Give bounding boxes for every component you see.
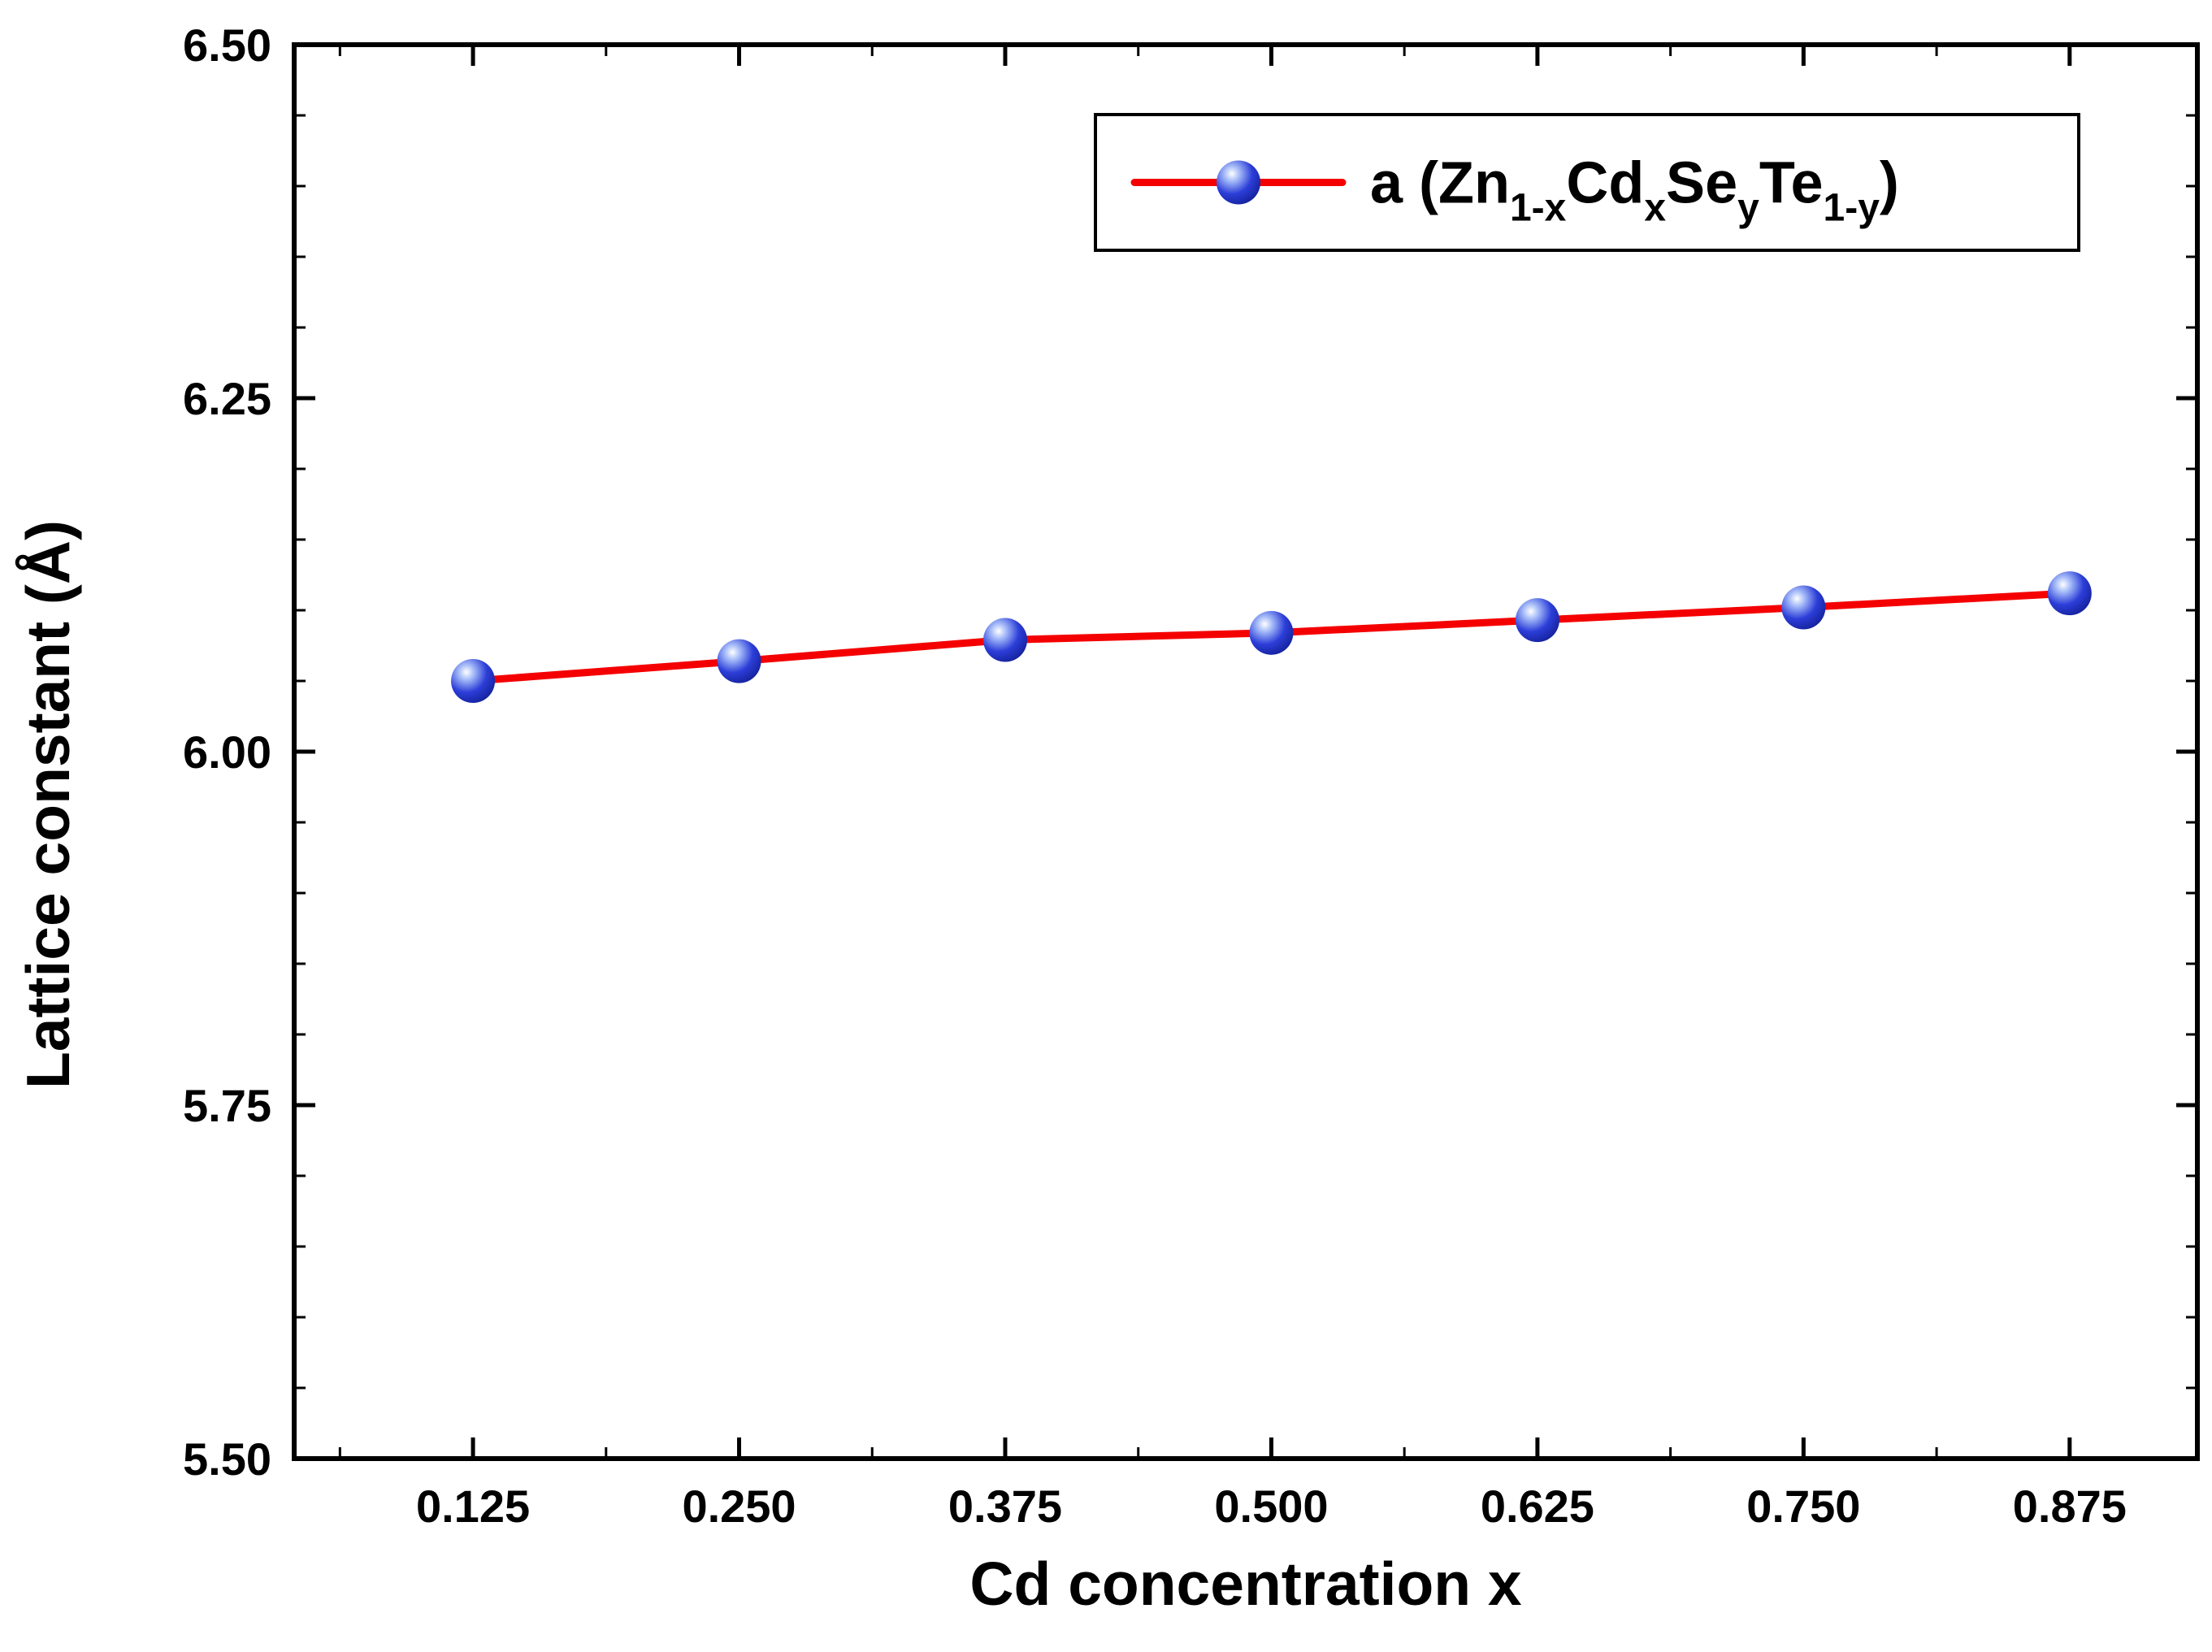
data-point bbox=[451, 659, 496, 703]
y-tick-label: 6.50 bbox=[183, 20, 271, 71]
x-tick-label: 0.125 bbox=[416, 1481, 530, 1532]
x-tick-label: 0.750 bbox=[1746, 1481, 1860, 1532]
legend-label-subscript: x bbox=[1644, 187, 1666, 230]
x-tick-label: 0.375 bbox=[948, 1481, 1062, 1532]
data-point bbox=[717, 639, 761, 683]
y-tick-label: 5.50 bbox=[183, 1433, 271, 1485]
x-tick-label: 0.875 bbox=[2013, 1481, 2127, 1532]
y-tick-label: 6.00 bbox=[183, 726, 271, 778]
legend-label-text: a (Zn bbox=[1370, 151, 1510, 216]
legend-label-subscript: 1-x bbox=[1510, 187, 1567, 230]
data-series bbox=[451, 571, 2092, 703]
x-axis-label: Cd concentration x bbox=[969, 1550, 1522, 1618]
legend-label-subscript: y bbox=[1737, 187, 1759, 230]
x-tick-label: 0.250 bbox=[682, 1481, 796, 1532]
plot-frame bbox=[292, 42, 2200, 1461]
legend-label: a (Zn1-xCdxSeyTe1-y) bbox=[1370, 151, 1899, 230]
y-tick-label: 6.25 bbox=[183, 373, 271, 424]
y-axis-label: Lattice constant (Å) bbox=[14, 520, 82, 1089]
x-tick-label: 0.625 bbox=[1481, 1481, 1594, 1532]
legend-marker bbox=[1217, 160, 1260, 205]
data-point bbox=[2047, 571, 2092, 616]
y-tick-label: 5.75 bbox=[183, 1080, 271, 1131]
data-point bbox=[1515, 598, 1559, 643]
axes-ticks: 0.125 0.250 0.375 0.500 0.625 0.750 0.875 5.50 5… bbox=[183, 20, 2197, 1532]
legend-label-text: Se bbox=[1666, 151, 1737, 216]
data-point bbox=[1249, 610, 1294, 655]
legend-label-text: ) bbox=[1880, 151, 1899, 216]
legend-label-text: Cd bbox=[1566, 151, 1644, 216]
data-point bbox=[982, 618, 1027, 662]
legend: a (Zn1-xCdxSeyTe1-y) bbox=[1094, 113, 2080, 252]
data-point bbox=[1781, 585, 1826, 630]
legend-label-subscript: 1-y bbox=[1824, 187, 1880, 230]
legend-label-text: Te bbox=[1759, 151, 1824, 216]
x-tick-label: 0.500 bbox=[1214, 1481, 1328, 1532]
